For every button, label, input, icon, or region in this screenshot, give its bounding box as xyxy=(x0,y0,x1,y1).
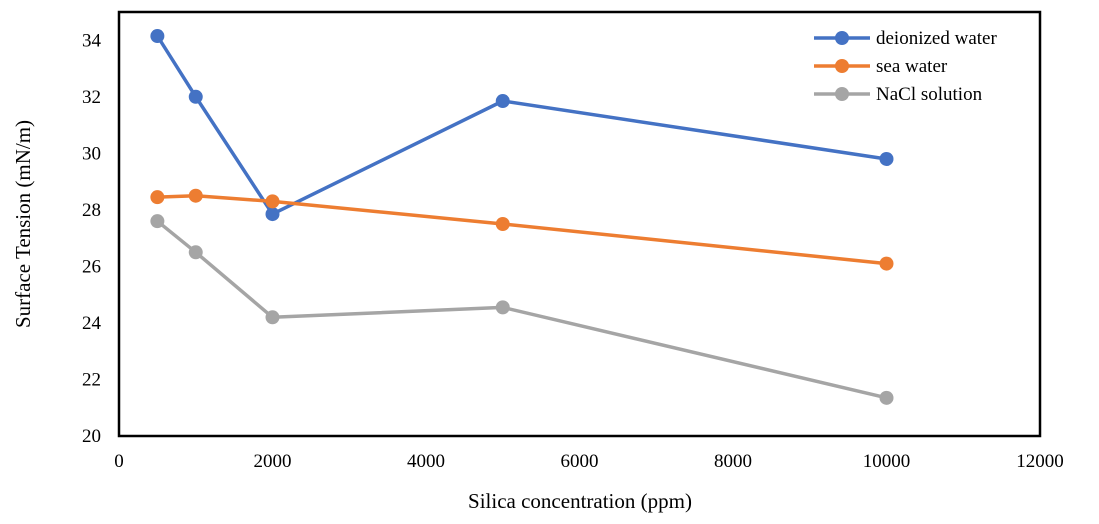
series-deionized-water xyxy=(150,29,894,222)
data-point-sea-water xyxy=(265,194,280,209)
data-point-deionized-water xyxy=(495,94,510,109)
y-axis-ticks: 20 22 24 26 28 30 32 34 xyxy=(82,30,102,447)
y-tick-label: 22 xyxy=(82,369,101,390)
x-tick-label: 0 xyxy=(114,451,124,472)
data-point-sea-water xyxy=(495,217,510,231)
plot-area-frame xyxy=(117,10,1042,438)
data-point-sea-water xyxy=(150,190,165,205)
x-tick-label: 6000 xyxy=(561,451,599,472)
data-point-sea-water xyxy=(188,188,203,203)
y-tick-label: 26 xyxy=(82,256,101,277)
y-tick-label: 30 xyxy=(82,143,101,164)
legend-marker xyxy=(835,31,849,45)
data-point-nacl-solution xyxy=(265,310,280,325)
data-point-deionized-water xyxy=(879,151,894,166)
y-tick-label: 34 xyxy=(82,30,102,51)
data-point-sea-water xyxy=(879,256,894,271)
series-nacl-solution xyxy=(150,214,894,405)
legend-label: deionized water xyxy=(876,28,997,49)
legend: deionized water sea water NaCl solution xyxy=(814,28,997,105)
series-line-nacl-solution xyxy=(156,219,887,400)
y-tick-label: 24 xyxy=(82,313,102,334)
x-tick-label: 8000 xyxy=(714,451,752,472)
x-tick-label: 12000 xyxy=(1016,451,1064,472)
y-tick-label: 20 xyxy=(82,426,101,447)
data-point-deionized-water xyxy=(150,29,165,44)
series-sea-water xyxy=(150,188,894,271)
legend-marker xyxy=(835,59,849,73)
data-point-nacl-solution xyxy=(495,300,510,315)
data-point-nacl-solution xyxy=(150,214,165,229)
y-tick-label: 28 xyxy=(82,200,101,221)
series-line-deionized-water xyxy=(155,35,887,216)
x-tick-label: 4000 xyxy=(407,451,445,472)
data-point-deionized-water xyxy=(265,207,280,222)
x-tick-label: 2000 xyxy=(254,451,292,472)
legend-entry-deionized-water: deionized water xyxy=(814,28,997,49)
legend-marker xyxy=(835,87,849,101)
series-layer xyxy=(150,29,894,405)
x-tick-label: 10000 xyxy=(863,451,911,472)
data-point-nacl-solution xyxy=(879,390,894,405)
y-axis-title: Surface Tension (mN/m) xyxy=(11,120,35,328)
data-point-deionized-water xyxy=(188,89,203,104)
y-tick-label: 32 xyxy=(82,87,101,108)
data-point-nacl-solution xyxy=(188,245,203,260)
legend-entry-nacl-solution: NaCl solution xyxy=(814,84,983,105)
legend-label: NaCl solution xyxy=(876,84,983,105)
x-axis-ticks: 0 2000 4000 6000 8000 10000 12000 xyxy=(114,451,1064,472)
legend-label: sea water xyxy=(876,56,948,77)
legend-entry-sea-water: sea water xyxy=(814,56,948,77)
x-axis-title: Silica concentration (ppm) xyxy=(468,489,692,513)
